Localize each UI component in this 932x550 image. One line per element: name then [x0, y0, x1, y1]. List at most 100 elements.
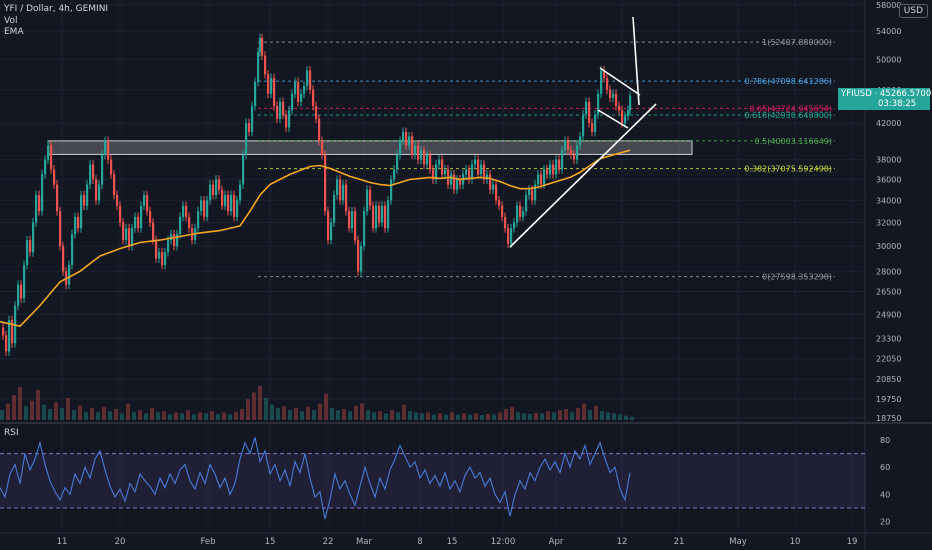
price-candle-143	[426, 154, 429, 165]
volume-bar-51	[306, 406, 310, 420]
volume-bar-21	[126, 403, 130, 420]
price-tick-label-15: 50000	[876, 55, 901, 64]
ema-line	[0, 149, 631, 328]
price-candle-164	[489, 174, 492, 190]
price-candle-128	[381, 205, 384, 223]
price-tick-label-7: 28000	[876, 267, 901, 276]
price-candle-44	[131, 228, 134, 247]
trendline-ascending	[509, 103, 657, 248]
volume-bar-67	[402, 404, 406, 420]
volume-bar-9	[54, 402, 58, 420]
volume-bar-19	[114, 409, 118, 420]
price-candle-131	[390, 179, 393, 201]
price-candle-158	[471, 164, 474, 180]
rsi-pane	[0, 437, 865, 520]
price-candle-82	[245, 123, 248, 155]
volume-bar-26	[156, 412, 160, 420]
price-candle-75	[224, 194, 227, 206]
price-candle-7	[20, 284, 23, 299]
time-tick-label-9: Apr	[549, 537, 564, 547]
volume-bar-58	[348, 411, 352, 420]
price-candle-115	[342, 184, 345, 201]
price-candle-207	[618, 106, 621, 111]
price-candle-112	[333, 194, 336, 223]
volume-bar-78	[468, 414, 472, 420]
price-candle-209	[624, 116, 627, 124]
price-candle-189	[564, 140, 567, 151]
rsi-line-path	[0, 437, 631, 520]
volume-bar-73	[438, 413, 442, 420]
price-candle-74	[221, 189, 224, 206]
volume-bar-97	[582, 403, 586, 420]
price-candle-89	[264, 55, 267, 75]
currency-badge[interactable]: USD	[898, 4, 928, 18]
price-candle-96	[285, 114, 288, 128]
price-candle-166	[495, 184, 498, 201]
volume-bar-48	[288, 410, 292, 420]
volume-bar-37	[222, 412, 226, 420]
price-candle-140	[417, 145, 420, 160]
price-candle-156	[465, 169, 468, 175]
price-candle-42	[125, 228, 128, 241]
volume-bar-104	[624, 415, 628, 420]
volume-bar-98	[588, 410, 592, 420]
volume-bar-30	[180, 413, 184, 420]
volume-bar-75	[450, 412, 454, 420]
price-candle-23	[68, 264, 71, 285]
time-tick-label-3: 15	[265, 537, 276, 547]
volume-bar-0	[0, 410, 4, 420]
price-candle-114	[339, 179, 342, 201]
price-candle-159	[474, 159, 477, 165]
volume-bar-39	[234, 411, 238, 420]
price-candle-194	[579, 136, 582, 146]
price-candle-77	[230, 194, 233, 212]
price-candle-121	[360, 246, 363, 272]
volume-bar-84	[504, 409, 508, 420]
volume-bar-16	[96, 412, 100, 420]
price-candle-133	[396, 154, 399, 170]
price-candle-58	[173, 234, 176, 247]
time-tick-label-10: 12	[617, 537, 628, 547]
price-candle-126	[375, 205, 378, 229]
price-candle-37	[110, 159, 113, 175]
volume-bar-46	[276, 407, 280, 420]
volume-bar-76	[456, 414, 460, 420]
price-candle-211	[629, 95, 632, 111]
volume-bar-68	[408, 411, 412, 420]
price-candle-93	[276, 106, 279, 119]
fib-label-5: 0.382(37075.592498)	[744, 165, 832, 174]
price-candle-171	[510, 228, 513, 244]
volume-bar-94	[564, 409, 568, 420]
volume-bar-80	[480, 415, 484, 420]
volume-bar-74	[444, 414, 448, 420]
price-candle-46	[137, 216, 140, 229]
price-candle-110	[327, 211, 330, 241]
fib-label-4: 0.5(40003.116649)	[755, 137, 833, 146]
volume-bar-12	[72, 410, 76, 420]
price-candle-190	[567, 140, 570, 151]
price-candle-49	[146, 194, 149, 212]
price-candle-94	[279, 101, 282, 119]
price-candle-9	[26, 240, 29, 265]
price-candle-6	[17, 284, 20, 306]
price-candle-199	[594, 114, 597, 132]
price-tick-label-6: 26500	[876, 287, 901, 296]
volume-bar-90	[540, 413, 544, 420]
volume-bar-3	[18, 387, 22, 420]
price-candle-78	[233, 194, 236, 217]
time-tick-label-7: 15	[447, 537, 458, 547]
price-candle-152	[453, 174, 456, 190]
price-candle-208	[621, 110, 624, 124]
price-candle-11	[32, 222, 35, 253]
flag-upper	[599, 67, 641, 96]
price-candle-120	[357, 240, 360, 272]
price-tick-label-2: 20850	[876, 375, 901, 384]
price-candle-134	[399, 140, 402, 155]
volume-bar-91	[546, 411, 550, 420]
volume-bar-52	[312, 410, 316, 420]
volume-bar-96	[576, 407, 580, 420]
price-candle-68	[203, 200, 206, 217]
price-candle-72	[215, 179, 218, 195]
